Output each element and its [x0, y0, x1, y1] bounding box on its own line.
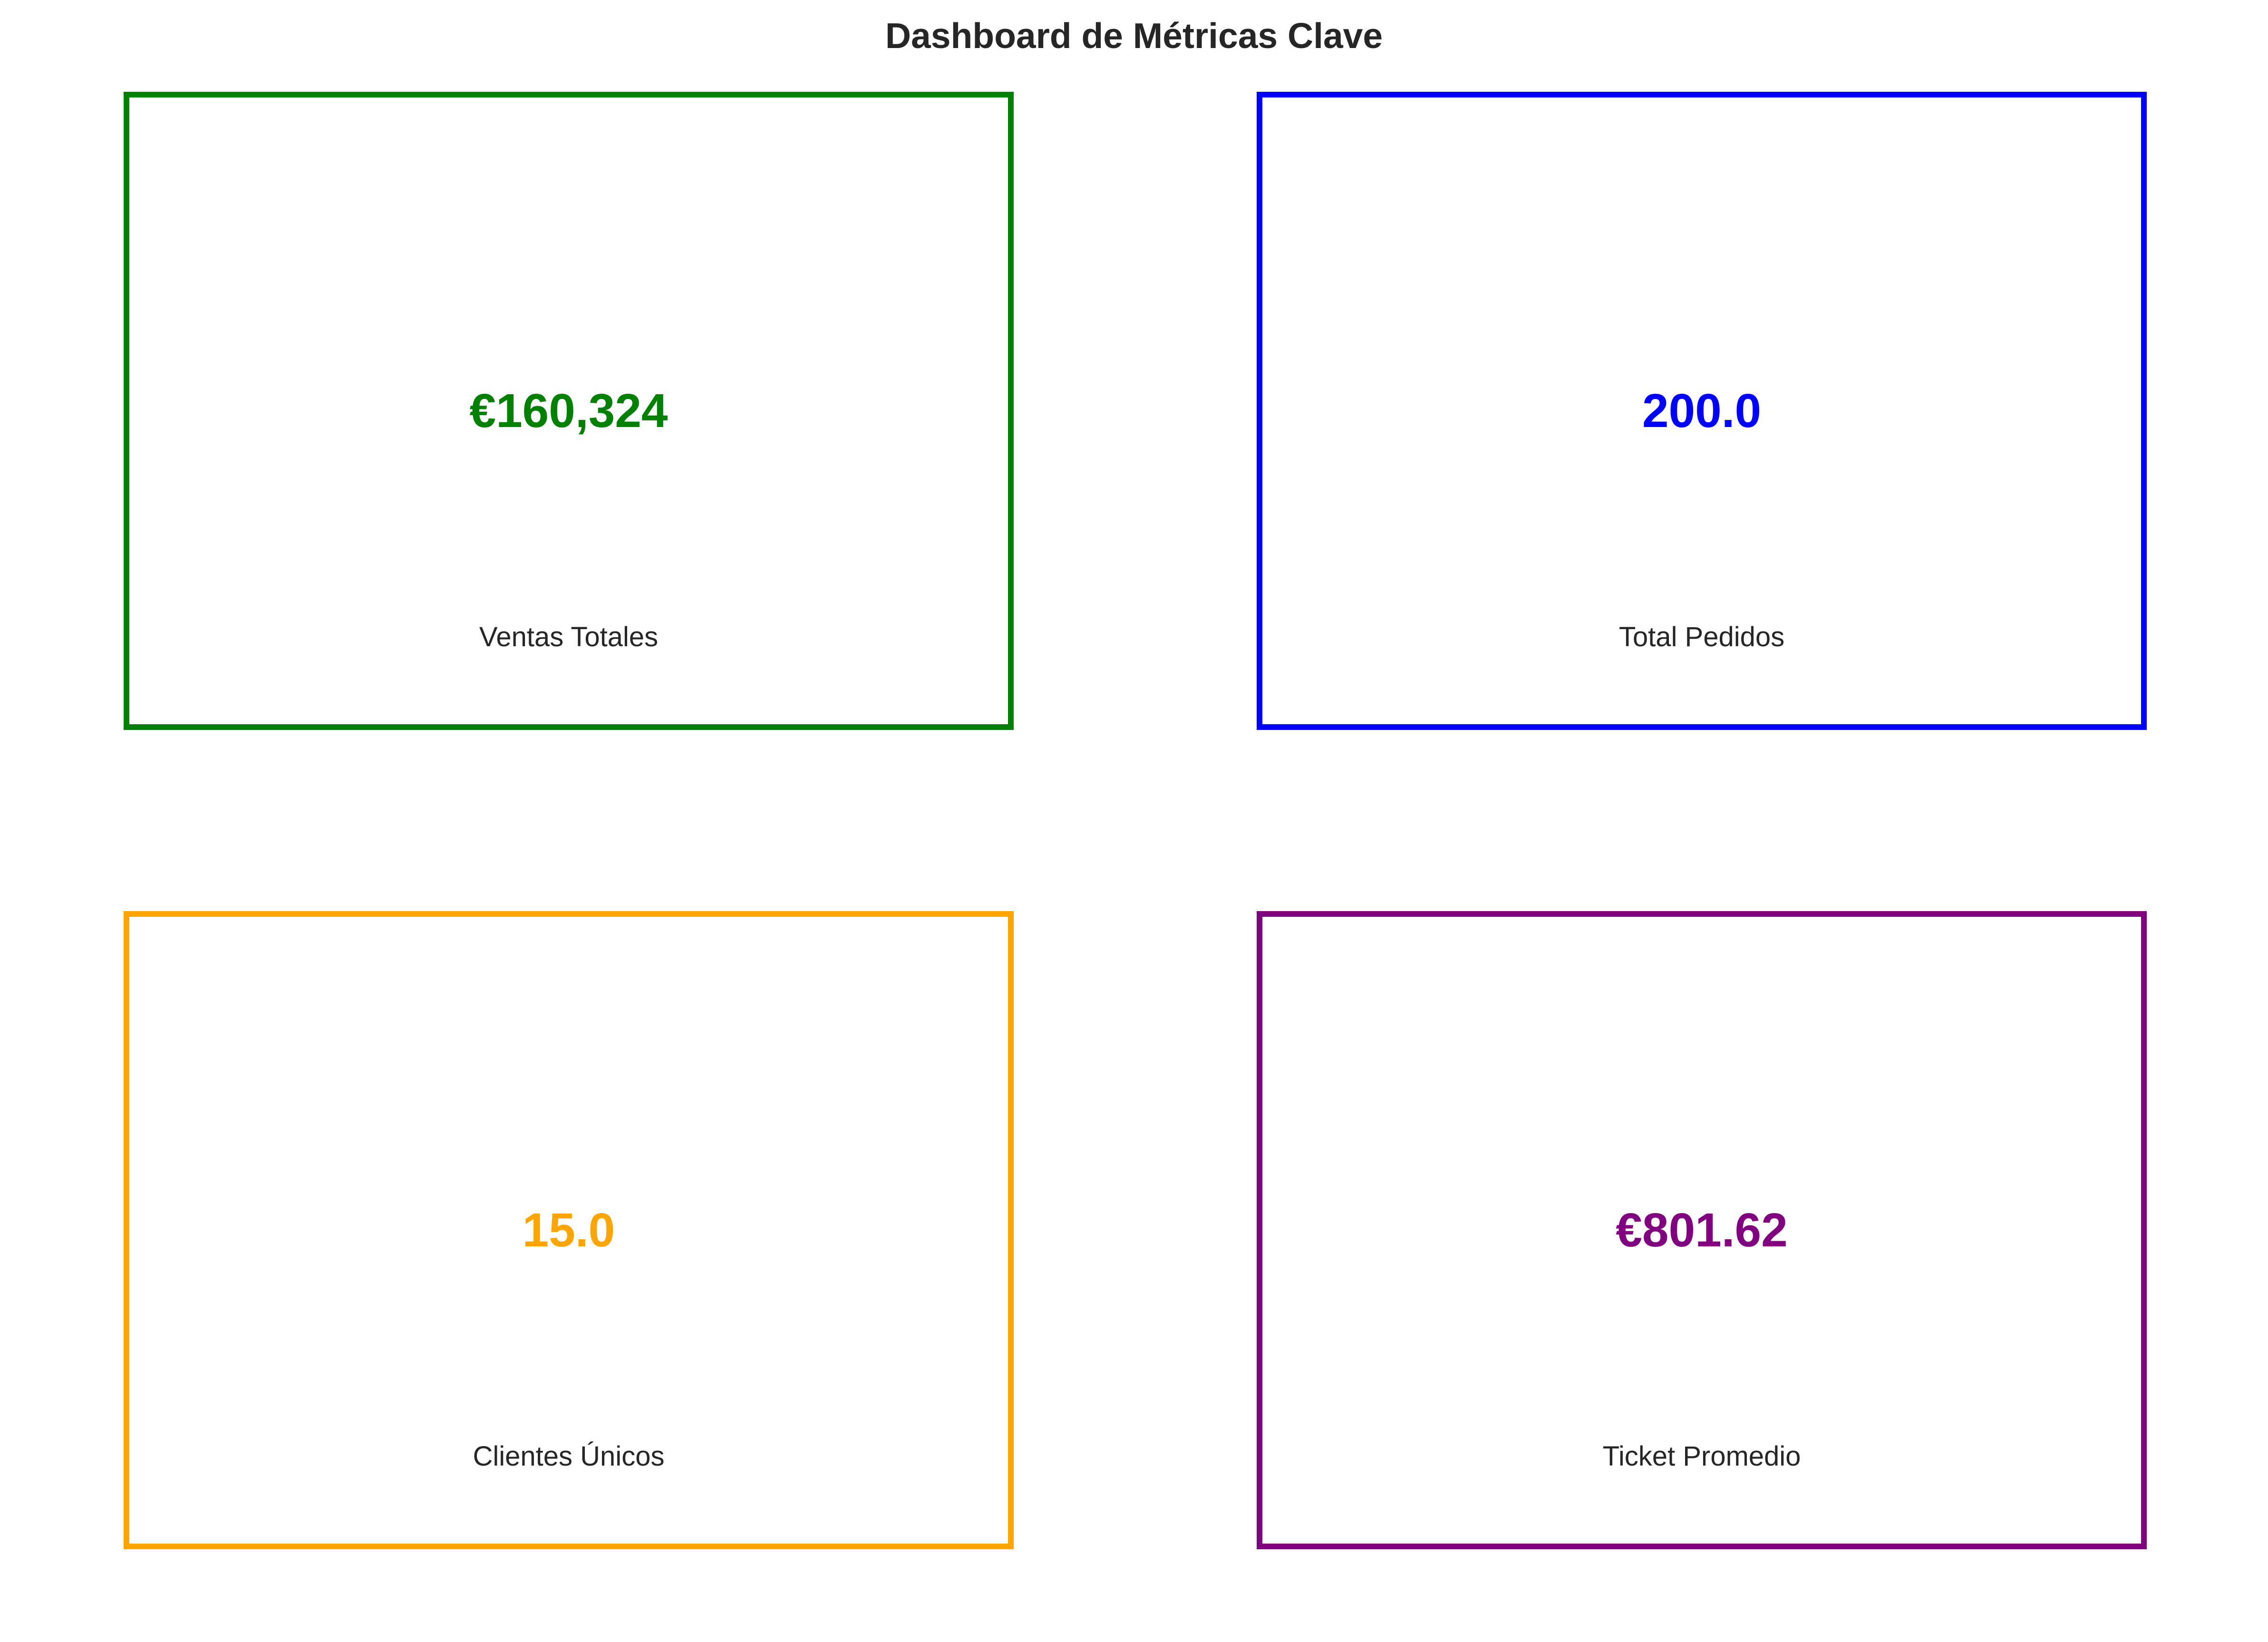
kpi-label-ticket-promedio: Ticket Promedio — [1602, 1441, 1801, 1472]
kpi-card-ventas-totales: €160,324 Ventas Totales — [124, 92, 1014, 730]
kpi-value-ventas-totales: €160,324 — [469, 384, 668, 437]
kpi-label-total-pedidos: Total Pedidos — [1619, 622, 1785, 652]
kpi-card-total-pedidos: 200.0 Total Pedidos — [1257, 92, 2147, 730]
kpi-value-total-pedidos: 200.0 — [1642, 384, 1762, 437]
dashboard-title: Dashboard de Métricas Clave — [885, 16, 1383, 56]
kpi-value-clientes-unicos: 15.0 — [522, 1204, 615, 1257]
kpi-value-ticket-promedio: €801.62 — [1616, 1204, 1788, 1257]
kpi-label-ventas-totales: Ventas Totales — [479, 622, 659, 652]
kpi-card-ticket-promedio: €801.62 Ticket Promedio — [1257, 911, 2147, 1549]
kpi-card-clientes-unicos: 15.0 Clientes Únicos — [124, 911, 1014, 1549]
kpi-label-clientes-unicos: Clientes Únicos — [473, 1441, 665, 1472]
